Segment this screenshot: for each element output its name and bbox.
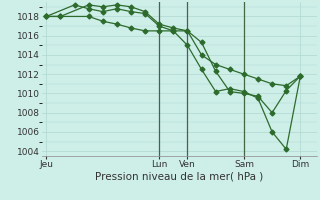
X-axis label: Pression niveau de la mer( hPa ): Pression niveau de la mer( hPa ) [95, 172, 263, 182]
